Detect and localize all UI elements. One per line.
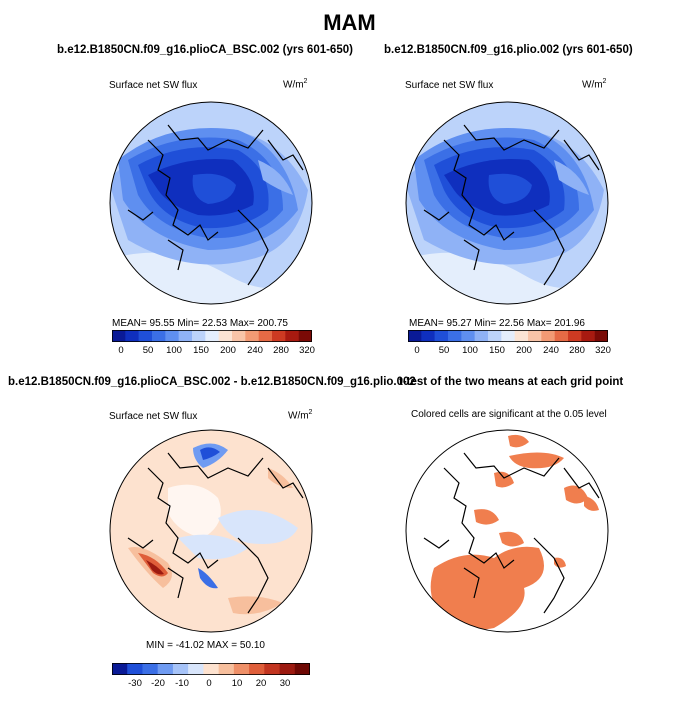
colorbar-swatch bbox=[568, 330, 582, 342]
colorbar-swatch bbox=[218, 663, 235, 675]
tick-label: 0 bbox=[118, 345, 124, 356]
colorbar-swatch bbox=[188, 663, 204, 675]
tick-label: 100 bbox=[462, 345, 478, 356]
panel-3-colorbar bbox=[112, 663, 310, 675]
colorbar-swatch bbox=[448, 330, 462, 342]
panel-1-map bbox=[109, 101, 313, 305]
tick-label: 50 bbox=[438, 345, 450, 356]
colorbar-swatch bbox=[434, 330, 449, 342]
panel-1-title: b.e12.B1850CN.f09_g16.plioCA_BSC.002 (yr… bbox=[57, 44, 353, 56]
colorbar-swatch bbox=[127, 663, 143, 675]
colorbar-swatch bbox=[514, 330, 529, 342]
colorbar-swatch bbox=[165, 330, 179, 342]
colorbar-swatch bbox=[421, 330, 435, 342]
colorbar-swatch bbox=[541, 330, 555, 342]
colorbar-swatch bbox=[474, 330, 489, 342]
colorbar-swatch bbox=[249, 663, 265, 675]
colorbar-swatch bbox=[488, 330, 502, 342]
colorbar-swatch bbox=[125, 330, 139, 342]
colorbar-swatch bbox=[233, 663, 250, 675]
panel-3-variable-label: Surface net SW flux bbox=[109, 411, 198, 422]
tick-label: 0 bbox=[414, 345, 420, 356]
tick-label: 0 bbox=[206, 678, 212, 689]
colorbar-swatch bbox=[594, 330, 608, 342]
colorbar-swatch bbox=[203, 663, 219, 675]
colorbar-swatch bbox=[408, 330, 422, 342]
panel-3-units: W/m2 bbox=[288, 409, 313, 422]
colorbar-swatch bbox=[285, 330, 299, 342]
colorbar-swatch bbox=[172, 663, 189, 675]
panel-3-title: b.e12.B1850CN.f09_g16.plioCA_BSC.002 - b… bbox=[8, 376, 416, 388]
tick-label: 240 bbox=[247, 345, 263, 356]
colorbar-swatch bbox=[142, 663, 158, 675]
panel-3-map bbox=[109, 429, 313, 633]
tick-label: 320 bbox=[595, 345, 611, 356]
tick-label: 280 bbox=[569, 345, 585, 356]
colorbar-swatch bbox=[152, 330, 166, 342]
panel-2-colorbar-ticks: 0 50 100 150 200 240 280 320 bbox=[408, 345, 611, 357]
panel-2-title: b.e12.B1850CN.f09_g16.plio.002 (yrs 601-… bbox=[384, 44, 633, 56]
colorbar-swatch bbox=[461, 330, 475, 342]
colorbar-swatch bbox=[528, 330, 542, 342]
colorbar-swatch bbox=[112, 663, 128, 675]
tick-label: 10 bbox=[231, 678, 243, 689]
tick-label: 320 bbox=[299, 345, 315, 356]
tick-label: 100 bbox=[166, 345, 182, 356]
tick-label: -10 bbox=[175, 678, 189, 689]
colorbar-swatch bbox=[112, 330, 126, 342]
colorbar-swatch bbox=[501, 330, 515, 342]
colorbar-swatch bbox=[245, 330, 259, 342]
panel-2-map bbox=[405, 101, 609, 305]
colorbar-swatch bbox=[218, 330, 233, 342]
panel-1-colorbar bbox=[112, 330, 312, 342]
tick-label: 50 bbox=[142, 345, 154, 356]
tick-label: -30 bbox=[128, 678, 142, 689]
colorbar-swatch bbox=[138, 330, 153, 342]
tick-label: 280 bbox=[273, 345, 289, 356]
colorbar-swatch bbox=[294, 663, 310, 675]
panel-2-colorbar bbox=[408, 330, 608, 342]
panel-2-units: W/m2 bbox=[582, 78, 607, 91]
tick-label: 20 bbox=[255, 678, 267, 689]
colorbar-swatch bbox=[178, 330, 193, 342]
panel-4-label: Colored cells are significant at the 0.0… bbox=[411, 409, 607, 420]
tick-label: 200 bbox=[516, 345, 532, 356]
colorbar-swatch bbox=[205, 330, 219, 342]
panel-3-stats: MIN = -41.02 MAX = 50.10 bbox=[146, 640, 265, 651]
panel-2-stats: MEAN= 95.27 Min= 22.56 Max= 201.96 bbox=[409, 318, 585, 329]
tick-label: 200 bbox=[220, 345, 236, 356]
tick-label: 150 bbox=[489, 345, 505, 356]
panel-3-colorbar-ticks: -30 -20 -10 0 10 20 30 bbox=[112, 678, 310, 690]
colorbar-swatch bbox=[258, 330, 273, 342]
colorbar-swatch bbox=[581, 330, 595, 342]
colorbar-swatch bbox=[272, 330, 286, 342]
panel-1-colorbar-ticks: 0 50 100 150 200 240 280 320 bbox=[112, 345, 315, 357]
panel-2-variable-label: Surface net SW flux bbox=[405, 80, 494, 91]
tick-label: -20 bbox=[151, 678, 165, 689]
panel-4-map bbox=[405, 429, 609, 633]
colorbar-swatch bbox=[232, 330, 246, 342]
panel-1-stats: MEAN= 95.55 Min= 22.53 Max= 200.75 bbox=[112, 318, 288, 329]
tick-label: 30 bbox=[279, 678, 291, 689]
colorbar-swatch bbox=[279, 663, 296, 675]
panel-1-variable-label: Surface net SW flux bbox=[109, 80, 198, 91]
figure-title: MAM bbox=[323, 10, 376, 35]
colorbar-swatch bbox=[298, 330, 312, 342]
panel-4-title: t-test of the two means at each grid poi… bbox=[399, 376, 624, 388]
colorbar-swatch bbox=[264, 663, 280, 675]
panel-1-units: W/m2 bbox=[283, 78, 308, 91]
colorbar-swatch bbox=[157, 663, 174, 675]
colorbar-swatch bbox=[554, 330, 569, 342]
tick-label: 150 bbox=[193, 345, 209, 356]
colorbar-swatch bbox=[192, 330, 206, 342]
tick-label: 240 bbox=[543, 345, 559, 356]
